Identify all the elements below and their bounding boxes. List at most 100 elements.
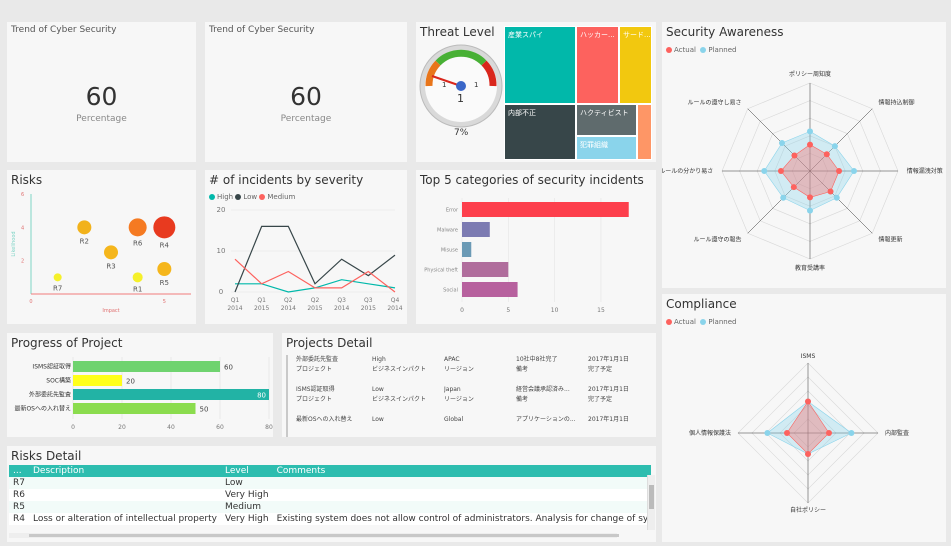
legend-label: Medium — [267, 193, 296, 201]
top5-card[interactable]: Top 5 categories of security incidents 0… — [416, 170, 656, 324]
column-header-id[interactable]: ... — [9, 465, 29, 477]
radar-point — [807, 128, 813, 135]
treemap-label: 産業スパイ — [508, 31, 543, 39]
top5-bar-chart: 0 5 10 15 Error Malware Misuse Physical theft So… — [424, 198, 629, 314]
project-row[interactable]: 最新OSへの入れ替え Low Global アプリケーションの... 2017年1月1日 — [286, 415, 650, 437]
y-tick-label: 4 — [21, 225, 24, 231]
bar — [73, 361, 220, 372]
radar-axis-label: 自社ポリシー — [790, 506, 826, 514]
risks-detail-table: ... Description Level Comments R7 Low R6 Ve… — [9, 465, 651, 525]
radar-point — [851, 168, 857, 174]
treemap-cell[interactable]: サード... — [619, 26, 652, 104]
x-tick-label: 80 — [265, 424, 273, 431]
risk-bubble — [132, 272, 143, 283]
column-header-label: ... — [13, 466, 22, 476]
security-awareness-card[interactable]: Security Awareness Actual Planned ポリシー周知… — [662, 22, 946, 288]
risk-bubble — [104, 245, 118, 260]
x-tick-label: 2015 — [361, 305, 376, 312]
radar-point — [826, 430, 832, 436]
treemap-cell[interactable]: ハクティビスト — [576, 104, 637, 136]
table-cell: Low — [224, 478, 243, 488]
risks-card[interactable]: Risks 6 4 2 0 5 Impact Likelihood R2 R6 R4 R3 R5 R7 R… — [7, 170, 196, 324]
bar — [462, 242, 472, 257]
table-cell: R5 — [13, 502, 25, 512]
legend-label: Planned — [708, 46, 737, 54]
projects-detail-card[interactable]: Projects Detail 外部委託先監査 プロジェクト High ビジネスインパ… — [282, 333, 656, 437]
radar-spoke — [747, 170, 811, 234]
radar-point — [780, 194, 787, 201]
category-label: Malware — [437, 228, 458, 234]
radar-point — [805, 451, 811, 457]
x-tick-label: Q3 — [364, 297, 373, 304]
treemap-cell[interactable]: 犯罪組織 — [576, 136, 637, 160]
category-label: 外部委託先監査 — [29, 391, 71, 399]
project-cell: 2017年1月1日 — [588, 386, 629, 393]
project-cell: High — [372, 356, 386, 363]
compliance-card[interactable]: Compliance Actual Planned ISMS 内部監査 自社ポリシー… — [662, 294, 946, 542]
column-header-description[interactable]: Description — [28, 465, 221, 477]
radar-point — [827, 188, 834, 195]
y-tick-label: 2 — [21, 259, 24, 265]
radar-point — [805, 398, 811, 405]
gauge-max: 1 — [474, 81, 478, 89]
table-row[interactable]: R5 Medium — [9, 501, 651, 513]
scrollbar-thumb[interactable] — [649, 485, 654, 509]
category-label: Misuse — [441, 248, 458, 254]
x-tick-label: Q2 — [284, 297, 293, 304]
table-row[interactable]: R7 Low — [9, 477, 651, 489]
risk-bubble — [128, 218, 147, 237]
project-cell: 10社中8社完了 — [516, 356, 558, 363]
project-cell: 経営会議承認済み... — [516, 386, 570, 393]
table-hscrollbar[interactable] — [9, 533, 619, 538]
treemap-label: ハッカー... — [580, 31, 615, 39]
x-tick-label: 15 — [597, 307, 605, 314]
kpi-label: Percentage — [280, 114, 332, 124]
project-cell: 備考 — [516, 396, 529, 403]
data-label: 20 — [126, 378, 135, 386]
project-cell: リージョン — [444, 396, 474, 403]
project-row[interactable]: 外部委託先監査 プロジェクト High ビジネスインパクト APAC リージョン 10社中8… — [286, 355, 650, 393]
category-label: Social — [443, 288, 458, 294]
kpi-card-2[interactable]: Trend of Cyber Security 60 Percentage — [205, 22, 407, 162]
table-cell — [273, 489, 651, 501]
radar-axis-label: 情報持込制御 — [878, 99, 914, 107]
table-row[interactable]: R4 Loss or alteration of intellectual pro… — [9, 513, 651, 525]
progress-card[interactable]: Progress of Project 0 20 40 60 80 ISMS認証取得 60 S… — [7, 333, 273, 437]
x-tick-label: 60 — [216, 424, 224, 431]
radar-point — [778, 139, 785, 146]
threat-title: Threat Level — [420, 25, 495, 39]
series-line-low — [234, 225, 396, 293]
risk-label: R4 — [160, 241, 170, 249]
kpi-card-1[interactable]: Trend of Cyber Security 60 Percentage — [7, 22, 196, 162]
table-row[interactable]: R6 Very High — [9, 489, 651, 501]
x-axis-title: Impact — [102, 308, 119, 314]
column-header-level[interactable]: Level — [220, 465, 273, 477]
radar-axis-label: 内部監査 — [885, 429, 909, 437]
awareness-title: Security Awareness — [666, 25, 784, 39]
threat-level-card[interactable]: Threat Level 1 1 1 7% 産業スパイ ハッカー... サード.… — [416, 22, 656, 162]
project-row[interactable]: ISMS認証取得 プロジェクト Low ビジネスインパクト Japan リージョン 経営会議… — [286, 385, 650, 423]
table-cell — [273, 477, 651, 489]
treemap-cell[interactable]: 内部不正 — [504, 104, 576, 160]
bar — [462, 282, 518, 297]
radar-spoke — [809, 170, 873, 234]
treemap-cell[interactable]: ハッカー... — [576, 26, 619, 104]
radar-point — [807, 194, 813, 201]
project-cell: ISMS認証取得 — [296, 386, 335, 393]
treemap-cell[interactable]: 産業スパイ — [504, 26, 576, 104]
column-header-comments[interactable]: Comments — [272, 465, 651, 477]
x-tick-label: 2014 — [227, 305, 242, 312]
project-cell: 完了予定 — [588, 396, 613, 403]
project-cell: プロジェクト — [296, 366, 333, 373]
treemap-cell[interactable] — [637, 104, 652, 160]
hscrollbar-thumb[interactable] — [29, 534, 619, 537]
category-label: SOC構築 — [46, 377, 71, 385]
legend-label: Actual — [674, 318, 696, 326]
table-cell — [29, 477, 221, 489]
risks-detail-card[interactable]: Risks Detail — [7, 446, 656, 542]
x-tick-label: 0 — [460, 307, 464, 314]
incidents-card[interactable]: # of incidents by severity High Low Medi… — [205, 170, 407, 324]
project-cell: ビジネスインパクト — [372, 366, 427, 373]
radar-point — [836, 168, 843, 174]
table-scrollbar[interactable] — [647, 475, 655, 530]
